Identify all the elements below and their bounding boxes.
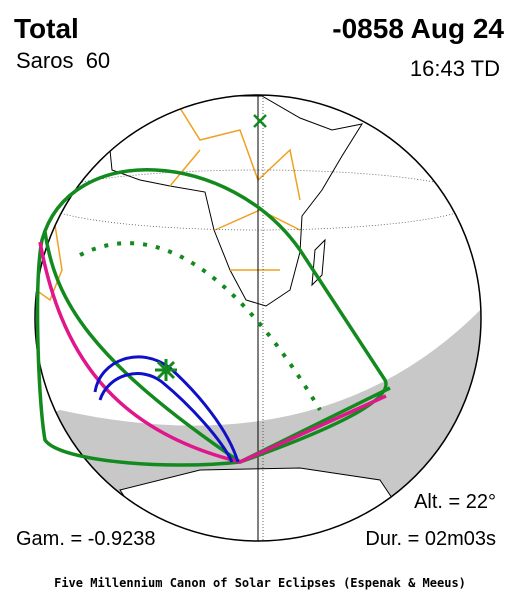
duration: Dur. = 02m03s	[365, 528, 496, 550]
antarctica	[119, 467, 401, 541]
altitude: Alt. = 22°	[414, 491, 496, 513]
max-eclipse-curve	[79, 241, 322, 412]
central-path-south	[98, 372, 234, 463]
title: Total	[14, 13, 79, 44]
subsolar-marker	[253, 114, 267, 128]
date: -0858 Aug 24	[332, 13, 504, 44]
penumbra-limit	[35, 168, 388, 467]
credit: Five Millennium Canon of Solar Eclipses …	[54, 576, 466, 590]
saros: Saros 60	[16, 48, 110, 73]
gamma: Gam. = -0.9238	[16, 528, 156, 550]
rise-set-curve	[38, 241, 387, 464]
penumbra-inner	[43, 231, 391, 465]
time: 16:43 TD	[410, 56, 500, 81]
globe-outline	[34, 94, 482, 542]
greatest-eclipse-marker	[155, 359, 177, 381]
